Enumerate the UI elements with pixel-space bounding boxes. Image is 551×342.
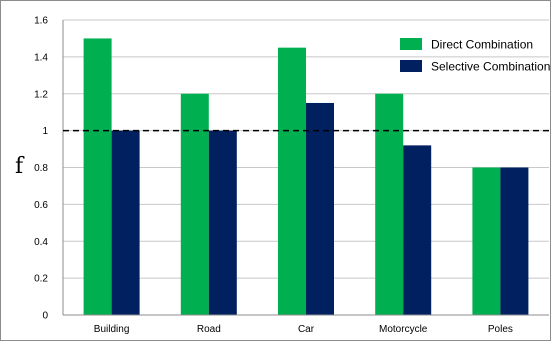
y-tick-label: 0.8 [34,163,48,174]
y-tick-label: 0.4 [34,237,48,248]
legend-label: Selective Combination [431,60,550,74]
bar-direct-poles [472,167,501,315]
x-tick-label: Road [197,324,221,335]
bar-selective-car [306,102,334,315]
bar-selective-poles [500,167,529,315]
legend-swatch [400,60,422,72]
y-tick-label: 1.6 [34,16,48,27]
bar-selective-motorcycle [403,145,432,315]
bar-selective-building [111,130,140,315]
x-tick-labels: Building Road Car Motorcycle Poles [94,324,513,335]
y-tick-label: 1.4 [34,52,48,63]
bar-direct-motorcycle [375,93,404,315]
x-tick-label: Car [298,324,315,335]
bar-direct-building [83,38,112,315]
legend-swatch [400,38,422,50]
y-tick-label: 1 [42,126,48,137]
y-tick-label: 0.6 [34,200,48,211]
bar-direct-road [180,93,209,315]
axes [62,20,549,316]
y-tick-label: 0 [42,311,48,322]
y-tick-labels: 0 0.2 0.4 0.6 0.8 1 1.2 1.4 1.6 [34,16,48,322]
bar-selective-road [208,130,237,315]
y-tick-label: 0.2 [34,274,48,285]
bars [83,38,529,315]
x-tick-label: Building [94,324,130,335]
bar-direct-car [278,47,306,315]
y-axis-label: f [15,154,25,179]
x-tick-label: Poles [488,324,513,335]
y-tick-label: 1.2 [34,89,48,100]
legend: Direct Combination Selective Combination [400,38,550,74]
x-tick-label: Motorcycle [379,324,428,335]
legend-label: Direct Combination [431,38,533,52]
